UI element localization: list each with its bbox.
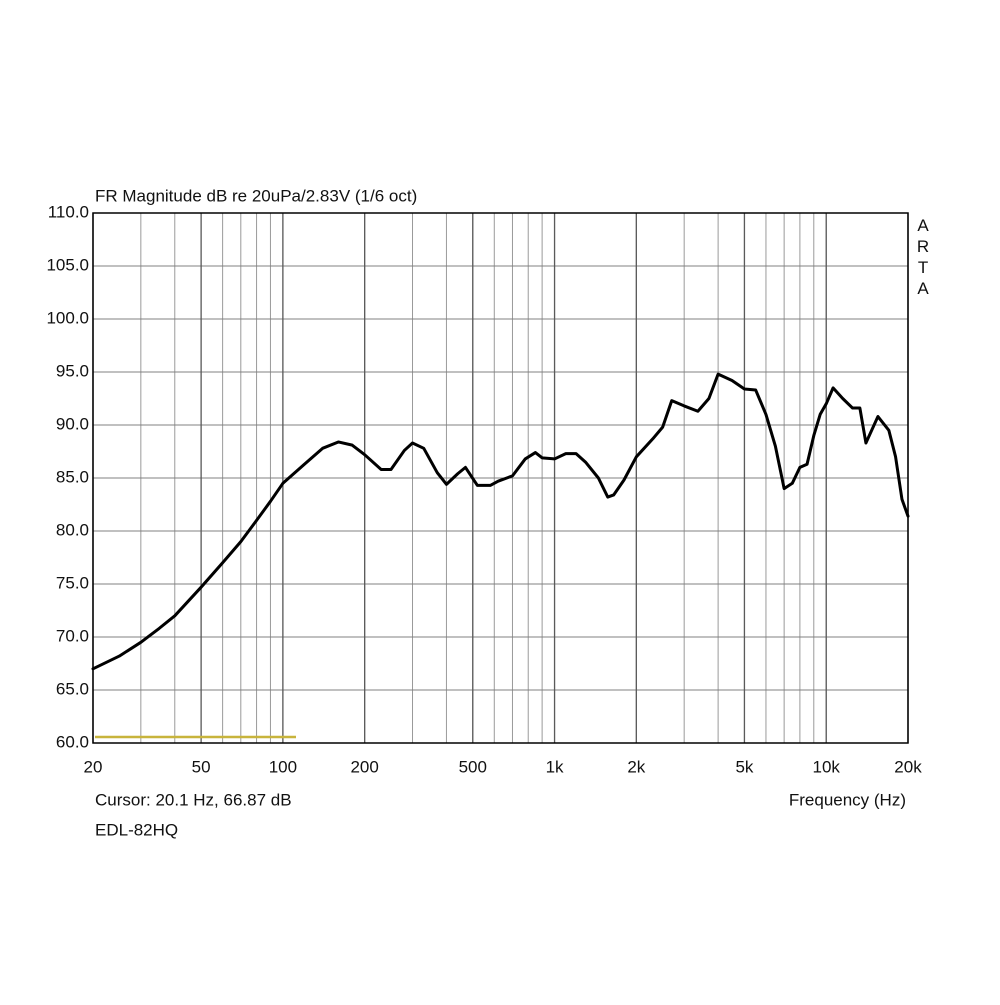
x-tick-label: 5k: [735, 757, 753, 776]
y-tick-label: 95.0: [56, 361, 89, 380]
watermark: ARTA: [914, 216, 933, 300]
x-tick-label: 1k: [546, 757, 564, 776]
y-tick-label: 105.0: [46, 255, 89, 274]
marks: [91, 372, 910, 671]
x-tick-label: 100: [269, 757, 297, 776]
x-axis-label: Frequency (Hz): [789, 790, 906, 809]
x-tick-label: 10k: [813, 757, 841, 776]
cursor-annotation: Cursor: 20.1 Hz, 66.87 dB: [95, 790, 292, 809]
x-tick-label: 50: [192, 757, 211, 776]
y-tick-label: 70.0: [56, 626, 89, 645]
y-tick-label: 80.0: [56, 520, 89, 539]
y-tick-label: 100.0: [46, 308, 89, 327]
plot-frame: [92, 212, 909, 744]
y-tick-label: 85.0: [56, 467, 89, 486]
y-tick-label: 60.0: [56, 732, 89, 751]
x-tick-label: 200: [350, 757, 378, 776]
series-line: [91, 372, 910, 671]
chart-title: FR Magnitude dB re 20uPa/2.83V (1/6 oct): [95, 186, 417, 205]
y-tick-label: 75.0: [56, 573, 89, 592]
x-tick-label: 20k: [894, 757, 922, 776]
x-tick-label: 2k: [627, 757, 645, 776]
y-tick-label: 110.0: [48, 202, 89, 221]
y-tick-label: 65.0: [56, 679, 89, 698]
x-tick-label: 500: [459, 757, 487, 776]
y-tick-label: 90.0: [56, 414, 89, 433]
x-tick-label: 20: [84, 757, 103, 776]
legend-entry: EDL-82HQ: [95, 820, 178, 839]
